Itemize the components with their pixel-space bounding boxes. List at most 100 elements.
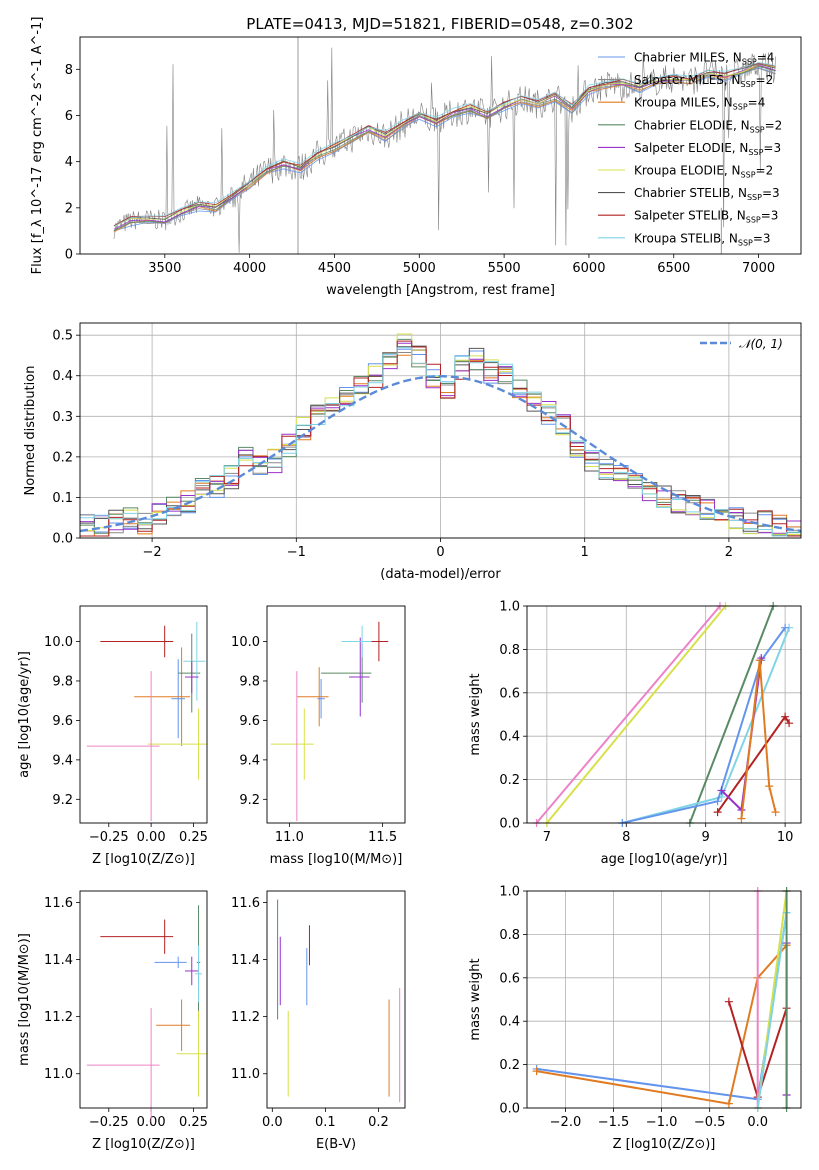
age_vs_mass-xtick-label: 11.0 <box>275 830 304 845</box>
spectrum-ytick-label: 6 <box>65 109 73 124</box>
weight_vs_age-xtick-label: 9 <box>702 830 710 845</box>
age_vs_Z-frame <box>79 605 208 824</box>
weight-marker <box>755 656 764 665</box>
weight_vs_age-ylabel: mass weight <box>468 673 483 755</box>
legend-entry: Kroupa ELODIE, NSSP=2 <box>634 164 773 180</box>
legend-entry: Salpeter MILES, NSSP=2 <box>634 73 773 89</box>
weight_vs_age-ytick-label: 0.8 <box>499 643 520 658</box>
mass_vs_Z-frame <box>79 890 208 1109</box>
age_vs_Z-ytick-label: 9.2 <box>52 793 73 808</box>
age_vs_mass-ytick-label: 10.0 <box>231 635 260 650</box>
spectrum-ytick-label: 0 <box>65 248 73 263</box>
weight_vs_Z-xtick-label: −0.5 <box>694 1115 726 1130</box>
residuals-ytick-label: 0.3 <box>52 410 73 425</box>
spectrum-axes: 3500 4000 4500 5000 5500 6000 6500 7000 0 2 4 6 8 <box>65 63 775 276</box>
spectrum-xtick-label: 6000 <box>572 261 605 276</box>
spectrum-model-line <box>113 62 776 227</box>
weight-marker <box>781 623 790 632</box>
weight-marker <box>781 712 790 721</box>
age_vs_Z-axes: −0.25 0.00 0.25 9.2 9.4 9.6 9.8 10.0 <box>44 635 208 845</box>
residuals-ytick-label: 0.0 <box>52 532 73 547</box>
residuals-ytick-label: 0.4 <box>52 369 73 384</box>
mass_vs_ebv-ytick-label: 11.0 <box>231 1067 260 1082</box>
weight_vs_Z-xtick-label: −2.0 <box>550 1115 582 1130</box>
residual-histogram <box>80 347 801 537</box>
age_vs_Z-xtick-label: 0.25 <box>179 830 208 845</box>
age_vs_Z-ylabel: age [log10(age/yr)] <box>17 651 32 778</box>
mass_vs_ebv-frame <box>266 890 406 1109</box>
spectrum-xtick-label: 7000 <box>742 261 775 276</box>
weight_vs_Z-xtick-label: −1.5 <box>598 1115 630 1130</box>
age_vs_Z-xtick-label: −0.25 <box>89 830 129 845</box>
mass_vs_ebv-xtick-label: 0.1 <box>315 1115 336 1130</box>
weight-marker <box>724 997 733 1006</box>
residuals-xlabel: (data-model)/error <box>380 567 501 582</box>
weight-marker <box>765 782 774 791</box>
legend-entry: Chabrier ELODIE, NSSP=2 <box>634 118 782 134</box>
weight_vs_age-axes: 7 8 9 10 0.0 0.2 0.4 0.6 0.8 1.0 <box>499 600 801 845</box>
residuals-ylabel: Normed distribution <box>23 366 38 496</box>
spectrum-model-line <box>113 64 776 230</box>
weight-series-line <box>622 627 786 823</box>
weight-series-line <box>740 660 777 819</box>
residuals-ytick-label: 0.2 <box>52 450 73 465</box>
spectrum-model-line <box>113 63 776 227</box>
mass_vs_Z-ytick-label: 11.4 <box>44 953 73 968</box>
weight-marker <box>771 808 780 817</box>
residual-histogram <box>80 340 801 537</box>
age_vs_Z-ytick-label: 9.6 <box>52 714 73 729</box>
spectrum-ytick-label: 2 <box>65 201 73 216</box>
residuals-xtick-label: 0 <box>436 545 444 560</box>
age_vs_Z-ytick-label: 9.4 <box>52 753 73 768</box>
mass_vs_Z-axes: −0.25 0.00 0.25 11.0 11.2 11.4 11.6 <box>44 896 208 1130</box>
weight_vs_age-ytick-label: 0.6 <box>499 686 520 701</box>
age_vs_Z-ytick-label: 9.8 <box>52 674 73 689</box>
residuals-xtick-label: 1 <box>581 545 589 560</box>
legend-entry: Kroupa MILES, NSSP=4 <box>634 96 765 112</box>
mass_vs_ebv-xlabel: E(B-V) <box>316 1137 356 1152</box>
weight-marker <box>713 797 722 806</box>
weight-series-line <box>536 944 788 1105</box>
weight_vs_Z-axes: −2.0 −1.5 −1.0 −0.5 0.0 0.0 0.2 0.4 0.6 0.8 1.0 <box>499 885 801 1130</box>
spectrum-xtick-label: 4000 <box>233 261 266 276</box>
legend-entry: Salpeter ELODIE, NSSP=3 <box>634 141 781 157</box>
mass_vs_ebv-ytick-label: 11.6 <box>231 896 260 911</box>
weight-series-line <box>756 912 788 1108</box>
weight_vs_age-xtick-label: 10 <box>777 830 794 845</box>
residuals-xtick-label: −1 <box>287 545 306 560</box>
age_vs_mass-xlabel: mass [log10(M/M⊙)] <box>270 852 403 867</box>
mass_vs_ebv-xtick-label: 0.2 <box>368 1115 389 1130</box>
weight_vs_Z-frame <box>526 890 802 1109</box>
legend-entry: Chabrier STELIB, NSSP=3 <box>634 186 780 202</box>
weight_vs_age-xlabel: age [log10(age/yr)] <box>601 852 728 867</box>
weight-marker <box>717 786 726 795</box>
weight_vs_Z-ytick-label: 0.6 <box>499 971 520 986</box>
weight_vs_Z-xtick-label: 0.0 <box>747 1115 768 1130</box>
age_vs_mass-axes: 11.0 11.5 9.2 9.4 9.6 9.8 10.0 <box>231 635 397 845</box>
weight_vs_age-xtick-label: 7 <box>543 830 551 845</box>
spectrum-xtick-label: 6500 <box>657 261 690 276</box>
mass_vs_Z-ytick-label: 11.2 <box>44 1010 73 1025</box>
weight_vs_age-frame <box>526 605 802 824</box>
residuals-xtick-label: 2 <box>725 545 733 560</box>
spectrum-xtick-label: 5000 <box>403 261 436 276</box>
age_vs_mass-ytick-label: 9.2 <box>239 793 260 808</box>
residuals-frame <box>79 322 802 539</box>
spectrum-xlabel: wavelength [Angstrom, rest frame] <box>326 283 555 298</box>
mass_vs_ebv-ytick-label: 11.2 <box>231 1010 260 1025</box>
weight-marker <box>724 1099 733 1108</box>
spectrum-xtick-label: 4500 <box>318 261 351 276</box>
mass_vs_Z-ytick-label: 11.0 <box>44 1067 73 1082</box>
weight_vs_age-ytick-label: 0.2 <box>499 773 520 788</box>
mass_vs_Z-xtick-label: 0.25 <box>179 1115 208 1130</box>
age_vs_mass-xtick-label: 11.5 <box>368 830 397 845</box>
weight_vs_age-ytick-label: 1.0 <box>499 600 520 615</box>
legend-entry: 𝒩(0, 1) <box>739 337 783 351</box>
age_vs_mass-ytick-label: 9.6 <box>239 714 260 729</box>
weight_vs_Z-xtick-label: −1.0 <box>646 1115 678 1130</box>
normal-curve <box>79 374 802 533</box>
age_vs_mass-ytick-label: 9.8 <box>239 674 260 689</box>
mass_vs_ebv-xtick-label: 0.0 <box>262 1115 283 1130</box>
mass_vs_ebv-ytick-label: 11.4 <box>231 953 260 968</box>
